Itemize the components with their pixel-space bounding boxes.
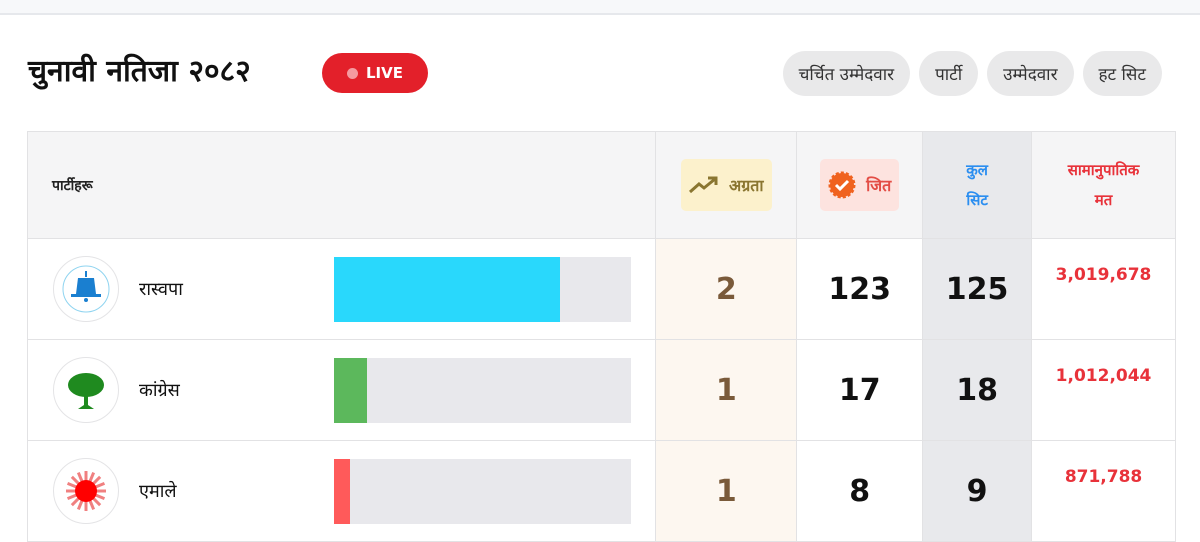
table-row[interactable]: कांग्रेस 1 17 18 1,012,044: [26, 339, 1176, 441]
total-seats: 125: [922, 238, 1033, 340]
won-count: 123: [796, 238, 924, 340]
tab-featured-candidates[interactable]: चर्चित उम्मेदवार: [782, 51, 911, 96]
won-label: जित: [866, 176, 892, 195]
live-label: LIVE: [366, 64, 403, 82]
total-label-2: सिट: [966, 191, 988, 209]
party-name[interactable]: कांग्रेस: [139, 380, 180, 401]
pr-label-1: सामानुपातिक: [1067, 161, 1140, 179]
table-row[interactable]: एमाले 1 8 9 871,788: [26, 440, 1176, 542]
seat-progress-bar: [334, 459, 631, 524]
party-cell: रास्वपा: [26, 238, 657, 340]
live-dot-icon: [347, 67, 358, 79]
sun-icon: [53, 458, 119, 524]
total-seats: 9: [922, 440, 1033, 542]
party-name[interactable]: एमाले: [139, 481, 177, 502]
tab-candidates[interactable]: उम्मेदवार: [987, 51, 1074, 96]
pr-votes: 871,788: [1031, 440, 1176, 542]
leading-count: 2: [655, 238, 798, 340]
party-cell: एमाले: [26, 440, 657, 542]
page-title: चुनावी नतिजा २०८२: [28, 54, 251, 89]
leading-count: 1: [655, 440, 798, 542]
top-bar: [0, 0, 1200, 15]
seat-progress-bar: [334, 257, 631, 322]
won-count: 8: [796, 440, 924, 542]
bell-icon: [53, 256, 119, 322]
leading-label: अग्रता: [729, 176, 764, 195]
pr-votes: 3,019,678: [1031, 238, 1176, 340]
seat-progress-fill: [334, 358, 367, 423]
header-pr-votes: सामानुपातिक मत: [1031, 131, 1176, 239]
leading-count: 1: [655, 339, 798, 441]
header-won: जित: [796, 131, 924, 239]
live-badge: LIVE: [322, 53, 428, 93]
tree-icon: [53, 357, 119, 423]
total-seats: 18: [922, 339, 1033, 441]
header-party: पार्टीहरू: [26, 131, 657, 239]
header-total-seats: कुल सिट: [922, 131, 1033, 239]
header-leading: अग्रता: [655, 131, 798, 239]
tab-party[interactable]: पार्टी: [919, 51, 979, 96]
won-count: 17: [796, 339, 924, 441]
table-row[interactable]: रास्वपा 2 123 125 3,019,678: [26, 238, 1176, 340]
results-table: पार्टीहरू अग्रता जित कुल सिट सामानुपातिक म…: [26, 131, 1176, 542]
party-name[interactable]: रास्वपा: [139, 279, 183, 300]
total-label-1: कुल: [966, 161, 988, 179]
party-cell: कांग्रेस: [26, 339, 657, 441]
pr-label-2: मत: [1094, 191, 1113, 209]
trending-up-icon: [689, 176, 718, 194]
tab-bar: चर्चित उम्मेदवार पार्टी उम्मेदवार हट सिट: [782, 51, 1162, 96]
verified-badge-icon: [828, 171, 856, 199]
tab-hot-seats[interactable]: हट सिट: [1082, 51, 1162, 96]
pr-votes: 1,012,044: [1031, 339, 1176, 441]
seat-progress-fill: [334, 257, 560, 322]
seat-progress-fill: [334, 459, 351, 524]
seat-progress-bar: [334, 358, 631, 423]
